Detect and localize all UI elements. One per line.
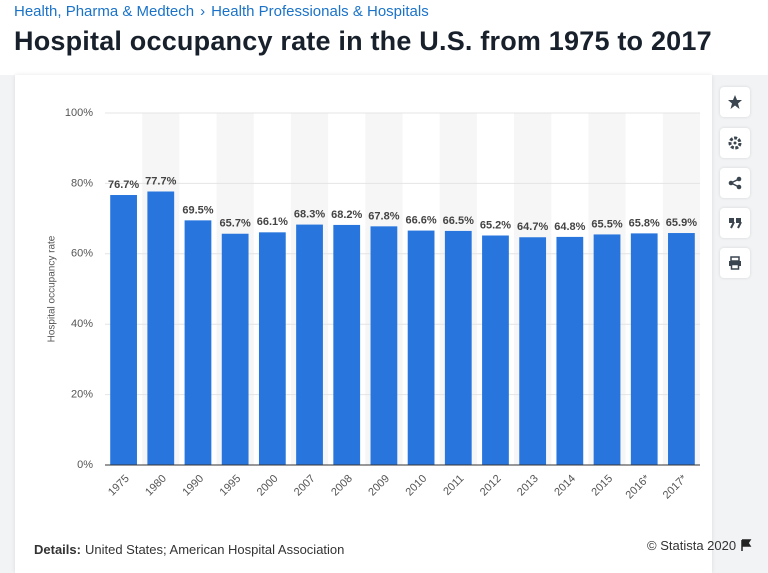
details-label: Details: xyxy=(34,542,81,557)
value-label: 68.3% xyxy=(294,208,325,220)
x-tick-label: 2010 xyxy=(403,473,429,499)
y-axis-label: Hospital occupancy rate xyxy=(47,235,58,342)
bar xyxy=(519,237,547,465)
bar xyxy=(147,191,175,465)
value-label: 66.6% xyxy=(405,214,436,226)
value-label: 76.7% xyxy=(108,179,139,191)
value-label: 65.2% xyxy=(480,219,511,231)
y-tick-label: 80% xyxy=(71,177,93,189)
bar xyxy=(556,236,584,465)
bar xyxy=(333,224,361,465)
x-tick-label: 1990 xyxy=(180,473,206,499)
bar xyxy=(482,235,509,465)
value-label: 68.2% xyxy=(331,209,362,221)
bar xyxy=(258,232,286,465)
x-tick-label: 2013 xyxy=(515,473,541,499)
y-tick-label: 100% xyxy=(65,107,93,119)
copyright[interactable]: © Statista 2020 xyxy=(647,538,752,553)
value-label: 69.5% xyxy=(182,204,213,216)
y-tick-label: 40% xyxy=(71,318,93,330)
value-label: 77.7% xyxy=(145,175,176,187)
value-label: 65.7% xyxy=(220,218,251,230)
print-button[interactable] xyxy=(720,248,750,278)
details-text: United States; American Hospital Associa… xyxy=(84,542,345,557)
x-tick-label: 2016* xyxy=(624,472,653,501)
value-label: 64.8% xyxy=(554,221,585,233)
bar xyxy=(221,233,249,465)
bar xyxy=(296,224,323,465)
bar xyxy=(668,233,695,465)
breadcrumb-separator: › xyxy=(200,3,206,20)
bar xyxy=(593,234,621,465)
breadcrumb-link[interactable]: Health, Pharma & Medtech xyxy=(14,3,195,20)
x-tick-label: 2012 xyxy=(478,473,504,499)
breadcrumb: Health, Pharma & Medtech › Health Professi… xyxy=(14,3,435,20)
x-tick-label: 2015 xyxy=(589,473,615,499)
bar xyxy=(184,220,212,465)
value-label: 64.7% xyxy=(517,221,548,233)
details: Details: United States; American Hospital… xyxy=(34,542,344,557)
settings-button[interactable] xyxy=(720,128,750,158)
bar xyxy=(630,233,658,465)
x-tick-label: 2007 xyxy=(292,473,318,499)
copyright-text: © Statista 2020 xyxy=(647,538,737,553)
x-tick-label: 2017* xyxy=(661,472,690,501)
x-tick-label: 2008 xyxy=(329,473,355,499)
value-label: 67.8% xyxy=(368,210,399,222)
bar xyxy=(110,195,137,466)
breadcrumb-link[interactable]: Health Professionals & Hospitals xyxy=(211,3,429,20)
bar xyxy=(407,230,435,465)
chart-title: Hospital occupancy rate in the U.S. from… xyxy=(14,26,712,56)
x-tick-label: 2014 xyxy=(552,473,578,499)
x-tick-label: 1980 xyxy=(143,473,169,499)
value-label: 65.9% xyxy=(666,217,697,229)
x-tick-label: 1995 xyxy=(218,473,244,499)
favorite-button[interactable] xyxy=(720,87,750,117)
bar xyxy=(444,230,472,465)
bar xyxy=(370,226,398,465)
x-tick-label: 1975 xyxy=(106,473,132,499)
value-label: 65.5% xyxy=(591,218,622,230)
y-tick-label: 60% xyxy=(71,248,93,260)
header: Health, Pharma & Medtech › Health Professi… xyxy=(0,0,768,75)
x-tick-label: 2000 xyxy=(255,473,281,499)
value-label: 66.1% xyxy=(257,216,288,228)
x-tick-label: 2011 xyxy=(441,473,466,498)
share-button[interactable] xyxy=(720,168,750,198)
y-tick-label: 20% xyxy=(71,389,93,401)
cite-button[interactable] xyxy=(720,208,750,238)
y-tick-label: 0% xyxy=(77,459,93,471)
value-label: 65.8% xyxy=(629,217,660,229)
x-tick-label: 2009 xyxy=(366,473,392,499)
flag-icon xyxy=(740,539,752,551)
value-label: 66.5% xyxy=(443,215,474,227)
